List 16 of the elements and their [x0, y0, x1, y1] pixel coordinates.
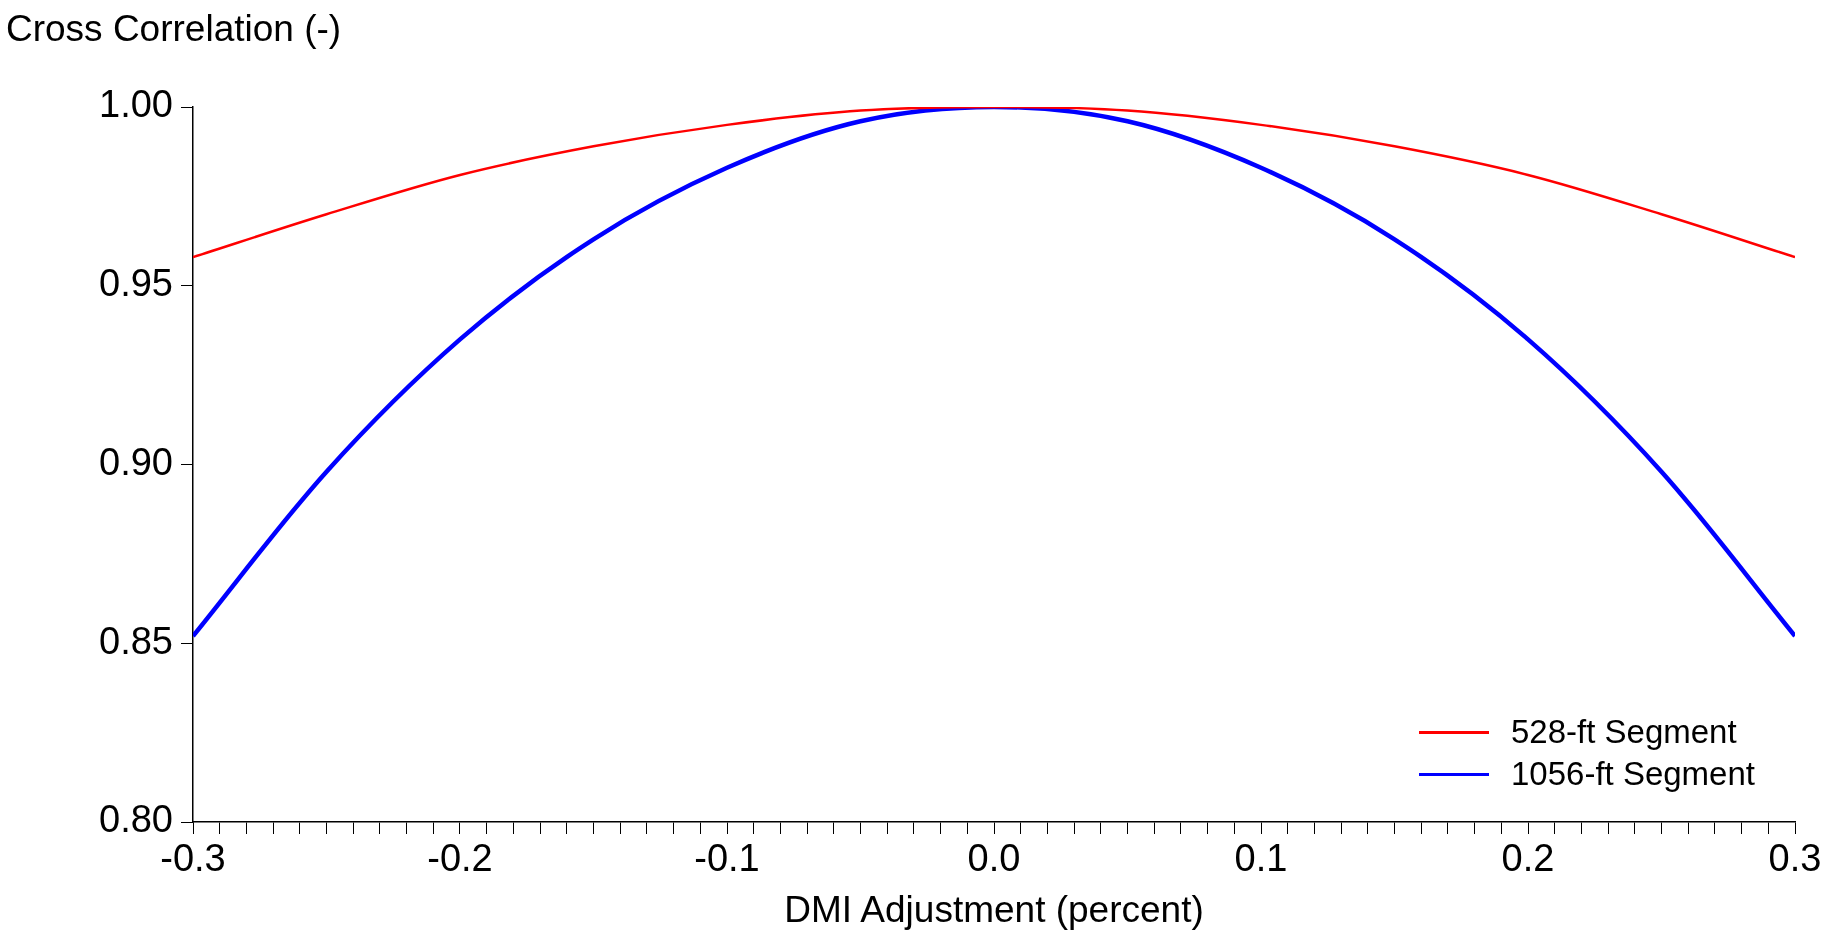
y-tick-label: 0.95: [99, 262, 173, 305]
x-tick-label: 0.3: [1768, 837, 1822, 880]
x-tick-label: -0.1: [694, 837, 760, 880]
x-tick-label: 0.2: [1501, 837, 1555, 880]
x-axis-title: DMI Adjustment (percent): [784, 889, 1204, 930]
y-tick-label: 0.85: [99, 619, 173, 662]
x-tick-label: 0.1: [1234, 837, 1288, 880]
x-tick-label: -0.2: [427, 837, 493, 880]
line-series: [193, 107, 1795, 639]
legend-label: 528-ft Segment: [1511, 713, 1737, 751]
y-tick-label: 1.00: [99, 83, 173, 126]
y-tick-label: 0.90: [99, 440, 173, 483]
x-tick-label: 0.0: [967, 837, 1021, 880]
line-series: [193, 107, 1795, 259]
y-axis-title: Cross Correlation (-): [6, 8, 342, 50]
legend-label: 1056-ft Segment: [1511, 755, 1755, 793]
